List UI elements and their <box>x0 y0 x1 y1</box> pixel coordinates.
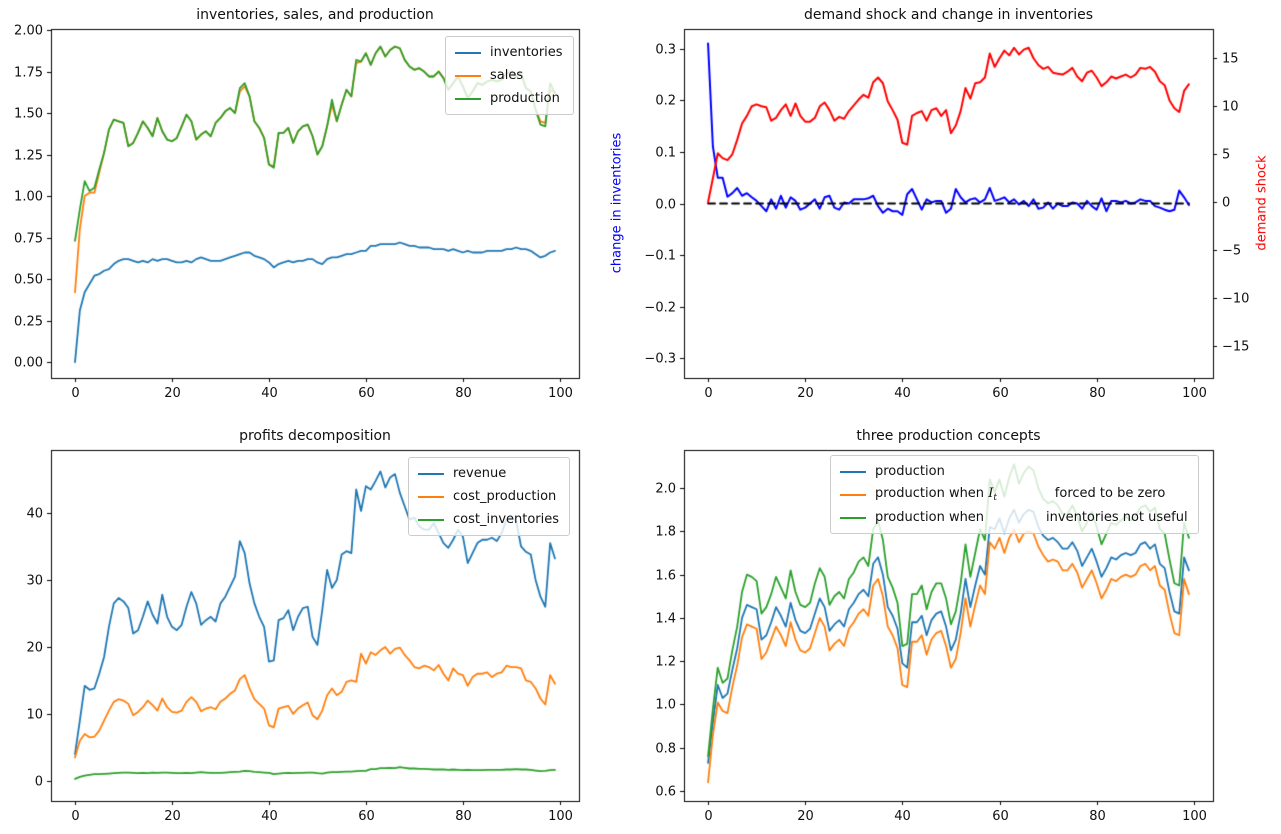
y-tick-label: 20 <box>26 640 43 655</box>
y-tick-label: 1.75 <box>14 65 43 80</box>
y-tick-label: 0.00 <box>14 355 43 370</box>
legend-label: production <box>490 91 560 106</box>
x-tick-label: 60 <box>358 809 375 824</box>
y-tick-label: 2.0 <box>655 481 676 496</box>
y-tick-label: −0.3 <box>644 351 676 366</box>
chart-title-demand-shock: demand shock and change in inventories <box>803 7 1094 23</box>
y-tick-label: 30 <box>26 573 43 588</box>
x-tick-label: 60 <box>992 386 1009 401</box>
legend-swatch <box>840 516 866 519</box>
y-tick-label: 1.2 <box>655 654 676 669</box>
legend-swatch <box>418 495 444 498</box>
chart-title-profits-decomposition: profits decomposition <box>239 428 391 444</box>
legend-swatch <box>455 51 481 54</box>
legend-label: cost_inventories <box>453 512 560 527</box>
y-tick-label: 0.2 <box>655 93 676 108</box>
legend-swatch <box>840 493 866 496</box>
y-tick-label: 0.0 <box>655 197 676 212</box>
x-tick-label: 100 <box>548 809 573 824</box>
legend-swatch <box>418 472 444 475</box>
legend-label: production when inventories not useful <box>875 510 1188 525</box>
axis-label-change-in-inventories: change in inventories <box>609 132 625 274</box>
legend-entry: production when inventories not useful <box>840 506 1188 529</box>
legend-label: inventories <box>490 45 563 60</box>
y-right-tick-label: −5 <box>1222 243 1242 258</box>
x-tick-label: 80 <box>455 386 472 401</box>
axis-label-demand-shock: demand shock <box>1254 155 1270 251</box>
y-tick-label: 1.50 <box>14 106 43 121</box>
legend-label: production <box>875 464 945 479</box>
legend-swatch <box>455 74 481 77</box>
y-right-tick-label: −10 <box>1222 291 1250 306</box>
y-tick-label: 0 <box>34 774 43 789</box>
chart-title-three-production-concepts: three production concepts <box>856 428 1041 444</box>
y-tick-label: 0.8 <box>655 741 676 756</box>
y-right-tick-label: −15 <box>1222 339 1250 354</box>
legend-label: revenue <box>453 466 507 481</box>
y-tick-label: 1.00 <box>14 189 43 204</box>
y-right-tick-label: 0 <box>1222 195 1231 210</box>
legend-entry: production when It forced to be zero <box>840 483 1188 506</box>
x-tick-label: 40 <box>261 386 278 401</box>
legend-entry: production <box>455 87 563 110</box>
x-tick-label: 20 <box>797 809 814 824</box>
y-right-tick-label: 5 <box>1222 147 1231 162</box>
y-right-tick-label: 10 <box>1222 99 1239 114</box>
x-tick-label: 40 <box>261 809 278 824</box>
y-tick-label: 0.25 <box>14 314 43 329</box>
legend-label: production when It forced to be zero <box>875 486 1166 503</box>
y-tick-label: 0.1 <box>655 145 676 160</box>
x-tick-label: 40 <box>894 386 911 401</box>
y-tick-label: 1.0 <box>655 697 676 712</box>
y-tick-label: 2.00 <box>14 23 43 38</box>
chart-title-inventories-sales-production: inventories, sales, and production <box>196 7 434 23</box>
x-tick-label: 40 <box>894 809 911 824</box>
y-tick-label: 10 <box>26 707 43 722</box>
x-tick-label: 100 <box>548 386 573 401</box>
legend-entry: cost_production <box>418 485 559 508</box>
x-tick-label: 100 <box>1182 386 1207 401</box>
legend-entry: inventories <box>455 41 563 64</box>
x-tick-label: 0 <box>71 386 80 401</box>
y-tick-label: 1.25 <box>14 148 43 163</box>
legend-profits-decomposition: revenue cost_production cost_inventories <box>408 457 571 536</box>
legend-swatch <box>840 470 866 473</box>
x-tick-label: 20 <box>164 809 181 824</box>
y-tick-label: 0.75 <box>14 231 43 246</box>
x-tick-label: 60 <box>358 386 375 401</box>
legend-label: sales <box>490 68 524 83</box>
y-tick-label: 0.3 <box>655 42 676 57</box>
x-tick-label: 20 <box>797 386 814 401</box>
x-tick-label: 0 <box>704 809 713 824</box>
legend-swatch <box>455 97 481 100</box>
x-tick-label: 80 <box>455 809 472 824</box>
x-tick-label: 80 <box>1089 386 1106 401</box>
y-tick-label: 0.6 <box>655 784 676 799</box>
y-tick-label: 40 <box>26 506 43 521</box>
y-tick-label: 1.8 <box>655 524 676 539</box>
legend-entry: production <box>840 460 1188 483</box>
y-tick-label: −0.1 <box>644 248 676 263</box>
legend-label: cost_production <box>453 489 557 504</box>
legend-entry: sales <box>455 64 563 87</box>
y-tick-label: −0.2 <box>644 300 676 315</box>
legend-entry: revenue <box>418 462 559 485</box>
y-tick-label: 1.4 <box>655 611 676 626</box>
x-tick-label: 80 <box>1089 809 1106 824</box>
y-right-tick-label: 15 <box>1222 51 1239 66</box>
y-tick-label: 1.6 <box>655 568 676 583</box>
legend-entry: cost_inventories <box>418 508 559 531</box>
x-tick-label: 60 <box>992 809 1009 824</box>
legend-swatch <box>418 518 444 521</box>
y-tick-label: 0.50 <box>14 272 43 287</box>
x-tick-label: 100 <box>1182 809 1207 824</box>
x-tick-label: 20 <box>164 386 181 401</box>
x-tick-label: 0 <box>704 386 713 401</box>
legend-three-production-concepts: production production when It forced to b… <box>830 455 1199 534</box>
x-tick-label: 0 <box>71 809 80 824</box>
legend-inventories-sales-production: inventories sales production <box>445 36 574 115</box>
